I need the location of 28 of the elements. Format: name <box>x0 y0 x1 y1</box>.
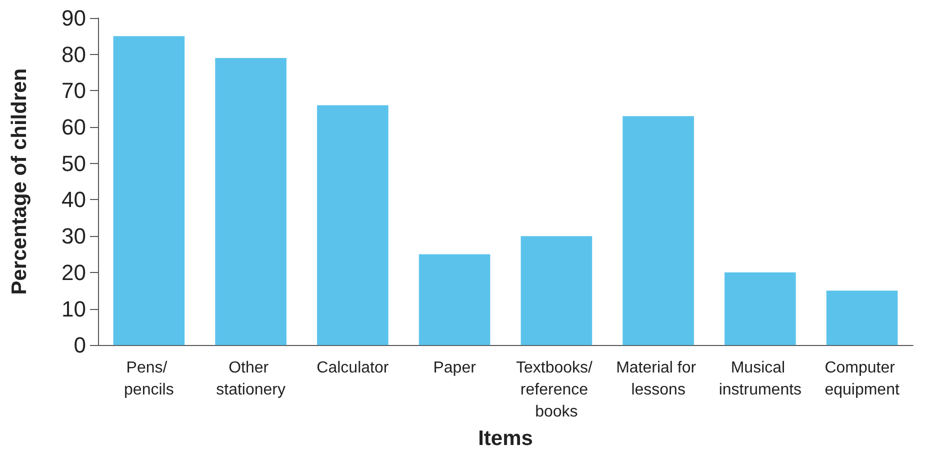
x-tick-label: Textbooks/ reference books <box>516 360 597 421</box>
y-tick-label: 10 <box>62 296 86 322</box>
y-tick-label: 20 <box>62 260 86 285</box>
bar <box>418 254 490 346</box>
y-tick-label: 80 <box>62 42 86 67</box>
bar <box>113 36 185 346</box>
x-tick-label: Material for lessons <box>616 360 701 399</box>
y-tick-label: 60 <box>62 114 86 140</box>
y-tick-label: 90 <box>62 6 86 30</box>
y-tick-label: 0 <box>74 332 86 358</box>
bar <box>826 290 898 346</box>
x-tick-label: Calculator <box>316 360 390 377</box>
bar <box>724 272 796 346</box>
y-tick-label: 40 <box>62 187 86 212</box>
bar <box>520 236 592 346</box>
bar <box>317 105 388 346</box>
x-tick-label: Paper <box>433 360 477 377</box>
y-axis-title: Percentage of children <box>8 68 31 295</box>
y-tick-label: 30 <box>62 224 86 249</box>
x-tick-label: Musical instruments <box>718 360 802 399</box>
x-tick-label: Computer equipment <box>824 360 900 399</box>
x-tick-label: Other stationery <box>216 360 286 399</box>
y-tick-label: 50 <box>62 150 86 176</box>
y-tick-label: 70 <box>62 78 86 104</box>
bar <box>622 116 694 346</box>
x-axis-title: Items <box>478 427 533 450</box>
bar <box>215 58 286 346</box>
x-tick-label: Pens/ pencils <box>124 360 174 399</box>
